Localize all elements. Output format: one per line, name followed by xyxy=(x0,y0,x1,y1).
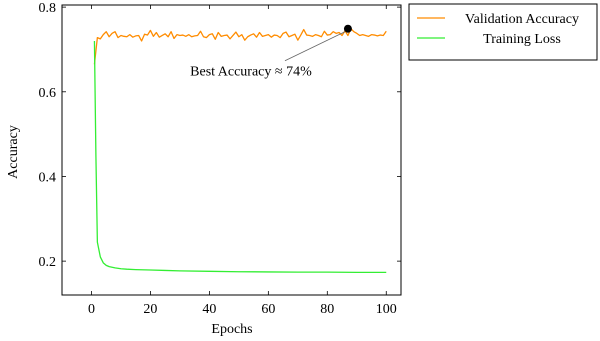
y-tick-label: 0.6 xyxy=(39,86,57,101)
annotation-connector-line xyxy=(284,31,346,62)
y-tick-label: 0.8 xyxy=(39,1,57,16)
x-tick-label: 100 xyxy=(376,302,397,317)
x-tick-label: 60 xyxy=(261,302,275,317)
y-axis-title-group: Accuracy xyxy=(6,125,21,179)
x-tick-label: 0 xyxy=(88,302,95,317)
annotation-label: Best Accuracy ≈ 74% xyxy=(190,65,312,80)
best-accuracy-marker xyxy=(343,24,352,33)
plot-frame xyxy=(61,4,402,296)
series-line-validation-accuracy xyxy=(93,28,387,65)
y-axis-label: Accuracy xyxy=(6,125,21,179)
legend-entry-label: Training Loss xyxy=(483,32,561,47)
plot-lines xyxy=(93,28,387,274)
legend-box xyxy=(408,3,598,61)
y-tick-label: 0.2 xyxy=(39,255,57,270)
series-line-training-loss xyxy=(93,40,387,274)
x-tick-label: 80 xyxy=(320,302,334,317)
annotation: Best Accuracy ≈ 74% xyxy=(190,24,352,80)
x-tick-label: 40 xyxy=(202,302,216,317)
axis-ticks: 0 20 40 60 80 100 0.2 0.4 0.6 0.8 xyxy=(39,1,401,317)
legend: Validation Accuracy Training Loss xyxy=(408,3,598,61)
x-tick-label: 20 xyxy=(143,302,157,317)
x-axis-label: Epochs xyxy=(211,322,252,337)
y-tick-label: 0.4 xyxy=(39,170,57,185)
legend-entry-label: Validation Accuracy xyxy=(465,12,579,27)
